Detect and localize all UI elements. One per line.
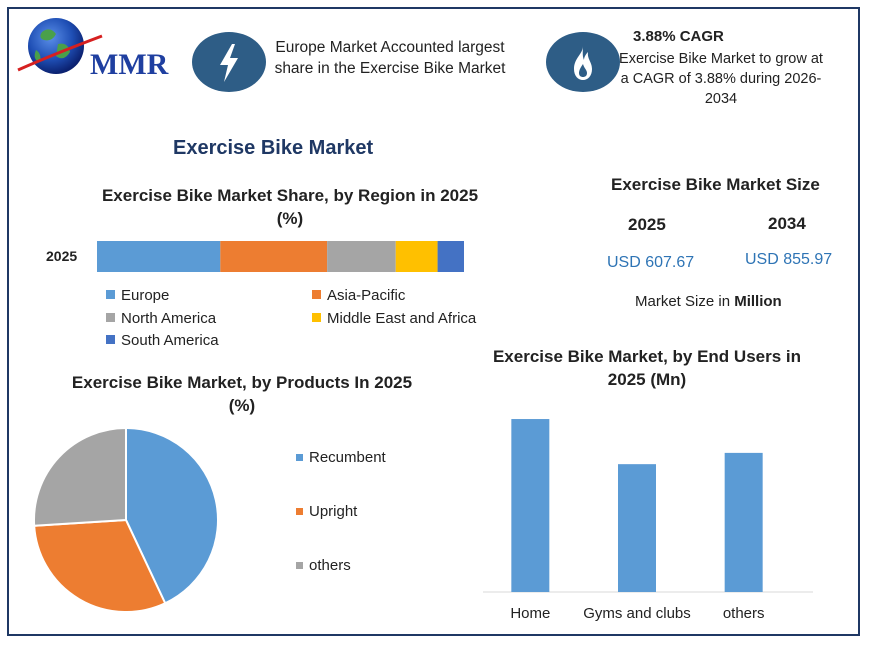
market-size-year-2034: 2034 bbox=[768, 214, 806, 233]
market-size-value-2025: USD 607.67 bbox=[607, 254, 695, 271]
legend-label: Middle East and Africa bbox=[327, 310, 477, 327]
legend-swatch bbox=[312, 290, 321, 299]
lightning-icon bbox=[220, 44, 238, 82]
legend-item: North America bbox=[106, 310, 216, 327]
market-size-note-prefix: Market Size in bbox=[635, 293, 735, 310]
region-bar-segment bbox=[97, 241, 221, 272]
legend-item: Asia-Pacific bbox=[312, 287, 405, 304]
legend-item: Europe bbox=[106, 287, 169, 304]
legend-item: Recumbent bbox=[296, 449, 386, 466]
region-chart-category-label: 2025 bbox=[46, 248, 78, 264]
region-bar-segment bbox=[327, 241, 396, 272]
legend-label: Europe bbox=[121, 287, 170, 304]
legend-item: Upright bbox=[296, 503, 357, 520]
infographic-frame bbox=[7, 7, 860, 636]
x-tick-label: Gyms and clubs bbox=[583, 605, 691, 622]
pie-slice bbox=[125, 426, 219, 605]
legend-label: Upright bbox=[309, 503, 358, 520]
legend-item: Middle East and Africa bbox=[312, 310, 476, 327]
info-icon-circle bbox=[546, 32, 620, 92]
legend-swatch bbox=[106, 290, 115, 299]
products-pie-chart bbox=[33, 426, 219, 613]
x-tick-label: Home bbox=[510, 605, 550, 622]
pie-slice bbox=[33, 518, 167, 613]
end-users-bar-chart: Home Gyms and clubs others bbox=[483, 419, 813, 622]
region-bar-segment bbox=[220, 241, 328, 272]
region-chart-title: Exercise Bike Market Share, by Region in… bbox=[101, 186, 479, 228]
pie-slice bbox=[33, 426, 127, 527]
mmr-logo: MMR bbox=[17, 18, 169, 81]
legend-label: others bbox=[309, 557, 351, 574]
region-bar-segment bbox=[437, 241, 464, 272]
legend-swatch bbox=[296, 562, 303, 569]
end-users-chart-title: Exercise Bike Market, by End Users in 20… bbox=[492, 347, 802, 389]
cagr-title: 3.88% CAGR bbox=[633, 28, 724, 45]
legend-swatch bbox=[296, 508, 303, 515]
market-size-note-unit: Million bbox=[734, 293, 782, 310]
end-users-bar bbox=[618, 464, 656, 592]
legend-label: South America bbox=[121, 332, 219, 349]
market-size-value-2034: USD 855.97 bbox=[745, 251, 833, 268]
region-stacked-bar-chart bbox=[97, 241, 464, 272]
products-chart-title: Exercise Bike Market, by Products In 202… bbox=[71, 373, 413, 415]
market-size-year-2025: 2025 bbox=[628, 215, 666, 234]
region-bar-segment bbox=[395, 241, 438, 272]
legend-label: Recumbent bbox=[309, 449, 386, 466]
main-title: Exercise Bike Market bbox=[173, 137, 374, 159]
market-size-note: Market Size in Million bbox=[635, 293, 782, 310]
legend-item: others bbox=[296, 557, 351, 574]
legend-swatch bbox=[106, 335, 115, 344]
flame-icon bbox=[574, 46, 592, 80]
x-tick-label: others bbox=[723, 605, 765, 622]
legend-label: Asia-Pacific bbox=[327, 287, 406, 304]
end-users-bar bbox=[724, 452, 763, 592]
info-europe-text: Europe Market Accounted largest share in… bbox=[274, 39, 506, 77]
legend-label: North America bbox=[121, 310, 217, 327]
end-users-bar bbox=[511, 419, 550, 592]
logo-text: MMR bbox=[90, 48, 169, 81]
legend-item: South America bbox=[106, 332, 219, 349]
cagr-text: Exercise Bike Market to grow at a CAGR o… bbox=[619, 51, 823, 107]
info-icon-circle bbox=[192, 32, 266, 92]
market-size-title: Exercise Bike Market Size bbox=[611, 175, 820, 194]
legend-swatch bbox=[106, 313, 115, 322]
legend-swatch bbox=[296, 454, 303, 461]
legend-swatch bbox=[312, 313, 321, 322]
